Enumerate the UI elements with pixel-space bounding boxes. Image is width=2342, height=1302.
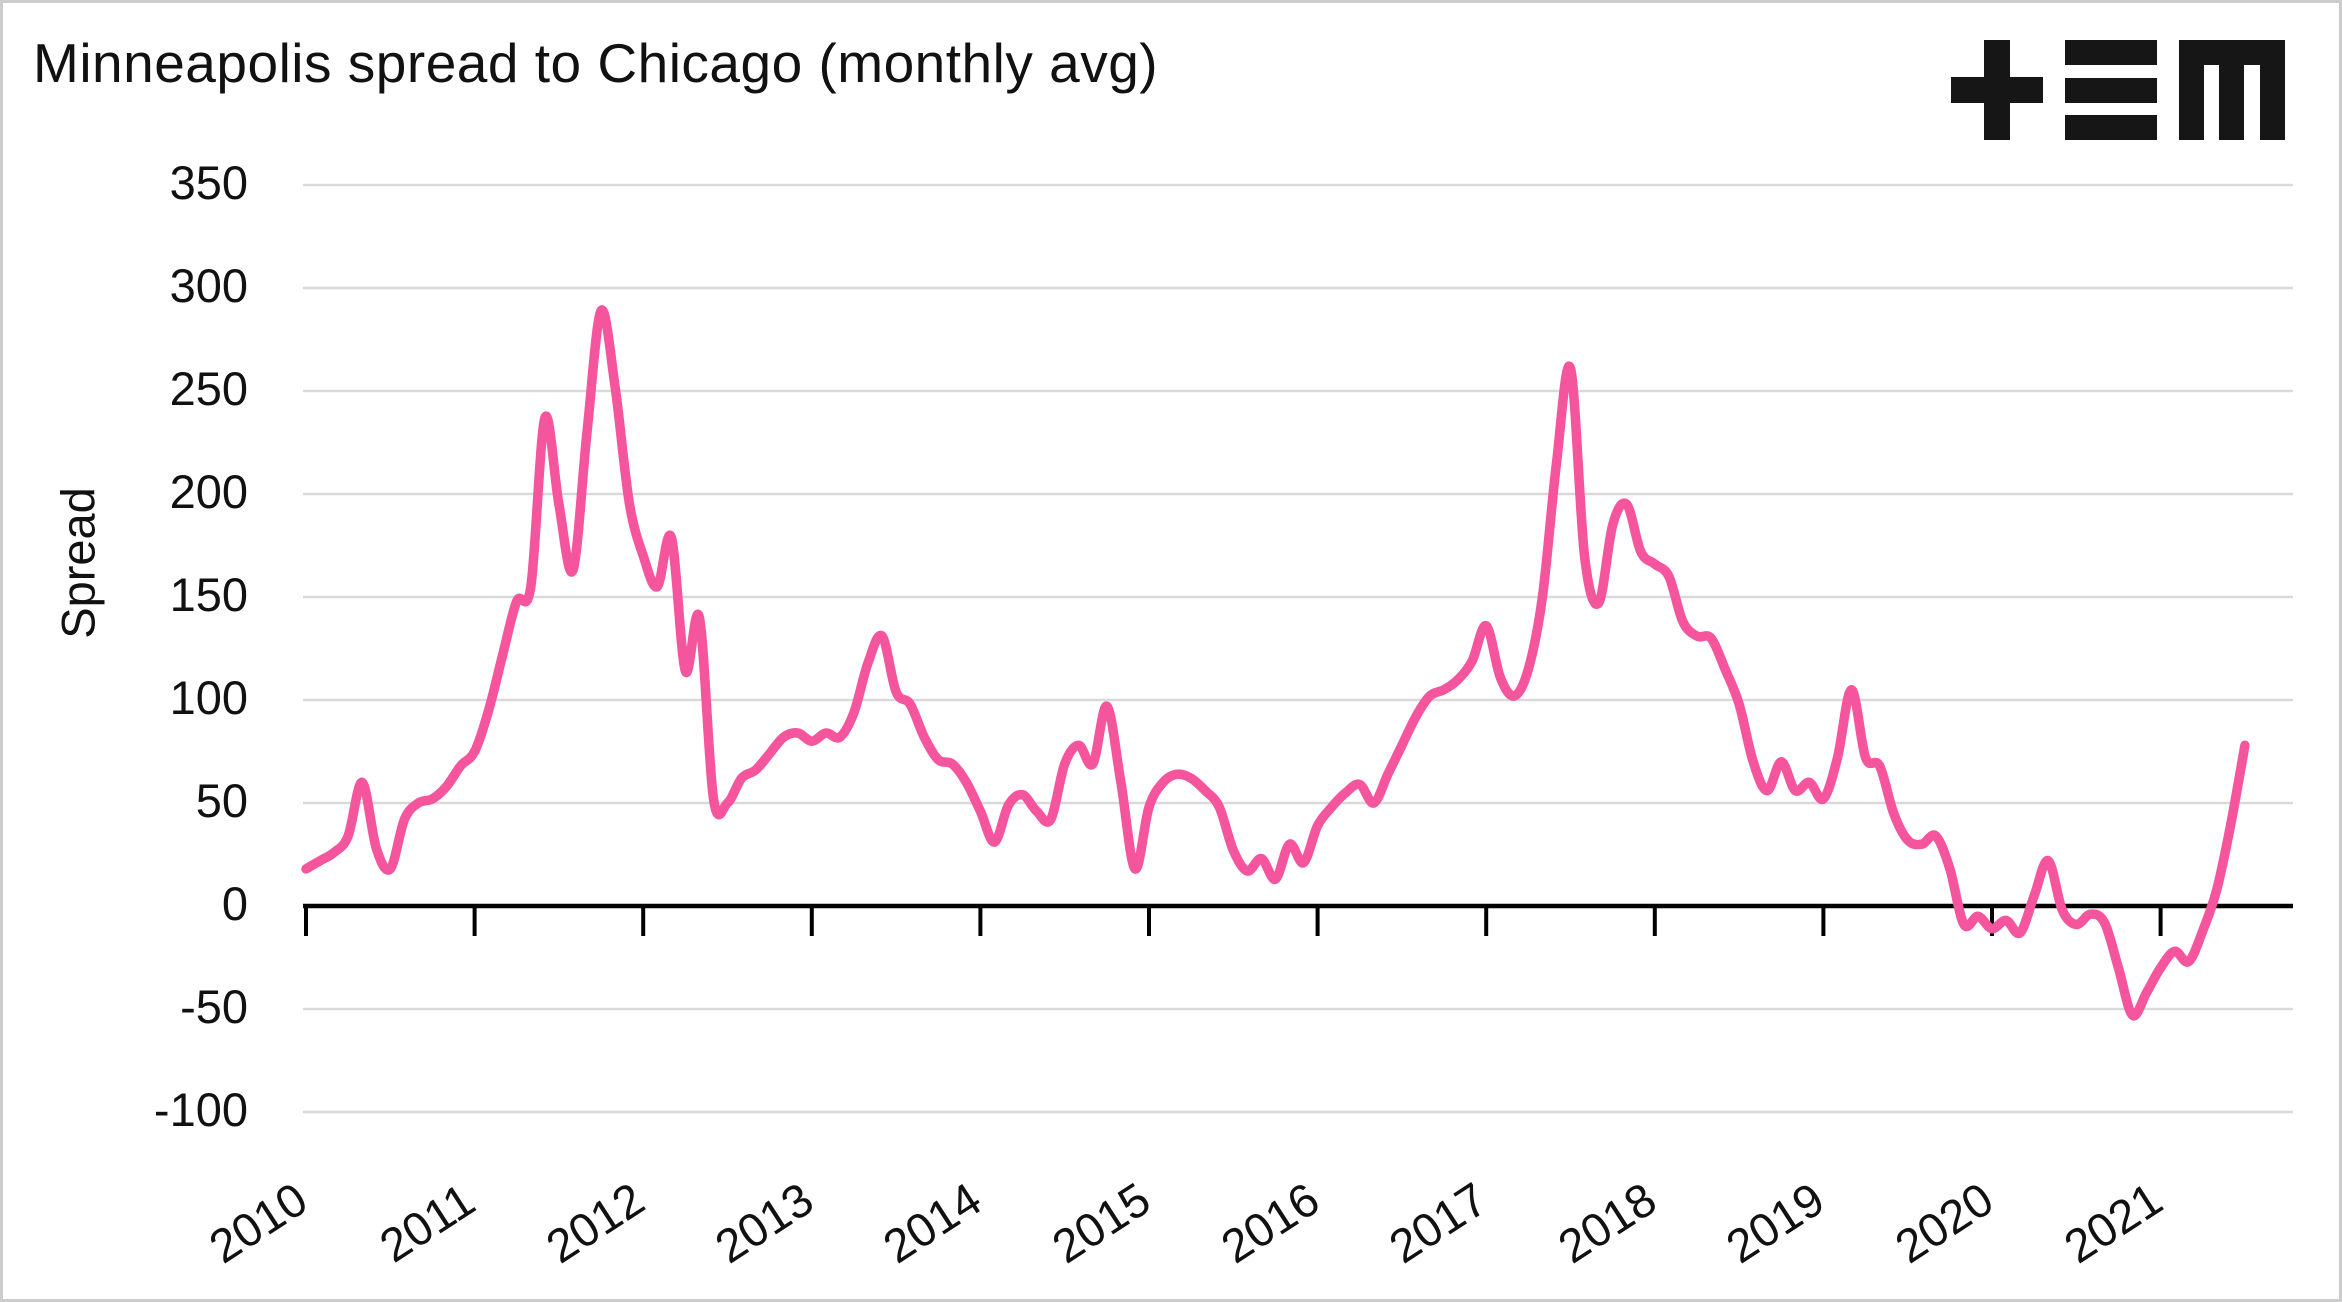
- logo-equals-icon: [2065, 40, 2157, 140]
- spread-line: [301, 305, 2250, 1021]
- y-tick-label-100: 100: [169, 671, 248, 724]
- y-tick-label-150: 150: [169, 568, 248, 621]
- y-tick-label-0: 0: [221, 877, 248, 930]
- y-tick-label--100: -100: [153, 1083, 248, 1136]
- y-tick-label-200: 200: [169, 465, 248, 518]
- y-tick-label-300: 300: [169, 259, 248, 312]
- chart-title: Minneapolis spread to Chicago (monthly a…: [33, 32, 1159, 94]
- logo-m-icon: [2179, 40, 2285, 140]
- y-tick-label--50: -50: [180, 980, 248, 1033]
- y-tick-label-350: 350: [169, 156, 248, 209]
- y-tick-label-50: 50: [195, 774, 248, 827]
- y-tick-label-250: 250: [169, 362, 248, 415]
- tem-logo: [1951, 40, 2285, 140]
- logo-plus-icon: [1951, 40, 2043, 140]
- plot-area: [301, 183, 2293, 1114]
